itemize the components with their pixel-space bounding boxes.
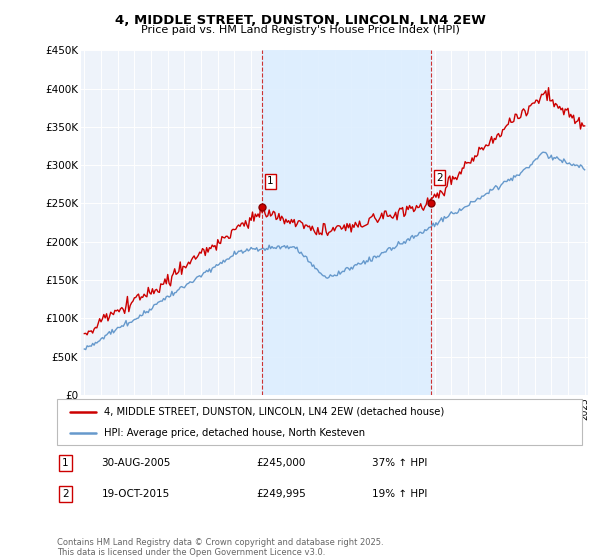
Text: 1: 1 — [267, 176, 274, 186]
Text: 1: 1 — [62, 458, 69, 468]
Text: 2: 2 — [62, 489, 69, 500]
Text: HPI: Average price, detached house, North Kesteven: HPI: Average price, detached house, Nort… — [104, 428, 365, 438]
Text: 2: 2 — [436, 172, 443, 183]
Text: Contains HM Land Registry data © Crown copyright and database right 2025.
This d: Contains HM Land Registry data © Crown c… — [57, 538, 383, 557]
FancyBboxPatch shape — [57, 399, 582, 445]
Text: Price paid vs. HM Land Registry's House Price Index (HPI): Price paid vs. HM Land Registry's House … — [140, 25, 460, 35]
Text: 4, MIDDLE STREET, DUNSTON, LINCOLN, LN4 2EW (detached house): 4, MIDDLE STREET, DUNSTON, LINCOLN, LN4 … — [104, 407, 445, 417]
Text: 19-OCT-2015: 19-OCT-2015 — [101, 489, 170, 500]
Text: £245,000: £245,000 — [257, 458, 306, 468]
Text: 4, MIDDLE STREET, DUNSTON, LINCOLN, LN4 2EW: 4, MIDDLE STREET, DUNSTON, LINCOLN, LN4 … — [115, 14, 485, 27]
Text: £249,995: £249,995 — [257, 489, 306, 500]
Text: 37% ↑ HPI: 37% ↑ HPI — [372, 458, 427, 468]
Text: 19% ↑ HPI: 19% ↑ HPI — [372, 489, 427, 500]
Text: 30-AUG-2005: 30-AUG-2005 — [101, 458, 171, 468]
Bar — [262, 50, 431, 395]
